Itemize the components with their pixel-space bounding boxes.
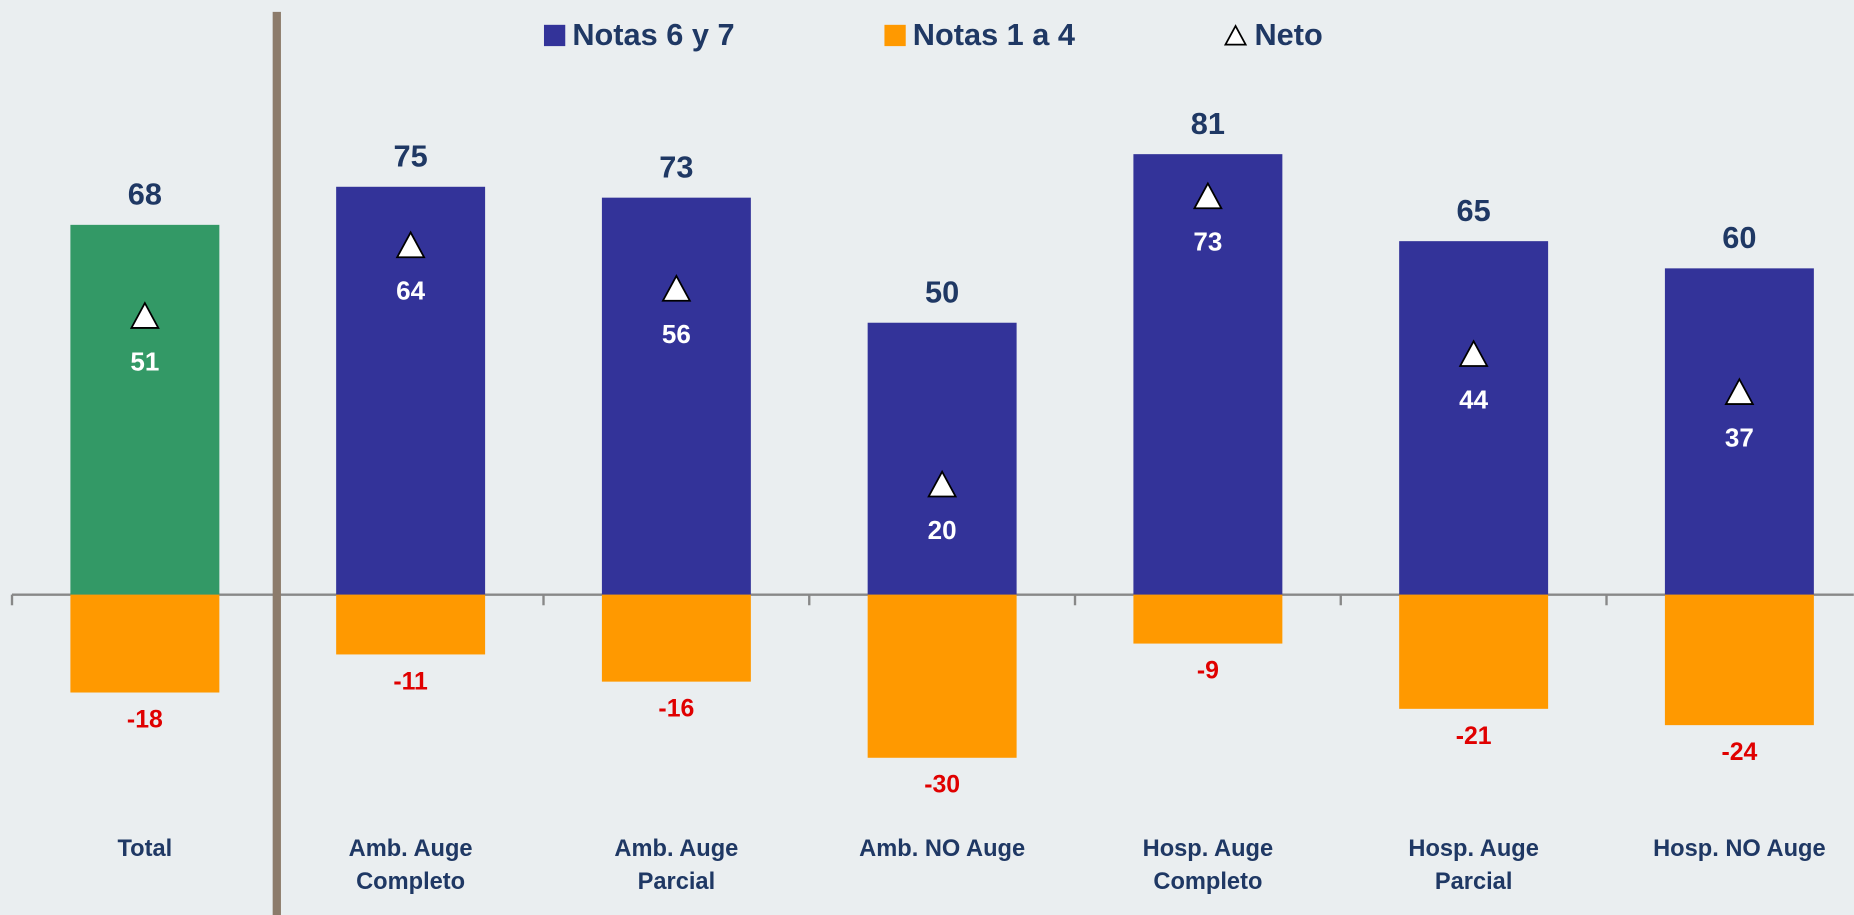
neto-label: 73 [1193,227,1222,257]
x-label-box: Hosp. Auge Parcial [1408,835,1539,895]
neto-label: 56 [662,319,691,349]
legend-swatch [543,24,566,47]
bar-label: -16 [658,696,694,723]
bar-positive [867,322,1017,595]
bar-negative [1399,594,1549,709]
neto-label: 37 [1725,422,1754,452]
bar-label: -21 [1456,723,1492,750]
bar-label: 73 [659,149,693,184]
legend-label: Neto [1254,17,1322,52]
bar-negative [1664,594,1814,726]
neto-marker [395,230,426,259]
bar-label: -9 [1197,658,1219,685]
neto-marker [927,469,958,498]
bar-label: 65 [1457,193,1491,228]
bar-label: 75 [394,139,428,174]
bar-label: -11 [393,668,428,695]
legend-marker [1223,24,1248,46]
bar-label: 60 [1722,220,1756,255]
x-label-box: Amb. Auge Parcial [614,835,739,895]
bar-negative [867,594,1017,758]
bar-label: -18 [127,706,163,733]
legend-label: Notas 6 y 7 [572,17,734,52]
neto-label: 64 [396,276,425,306]
neto-marker [1458,339,1489,367]
neto-marker [1724,377,1755,405]
bar-label: -30 [924,772,960,799]
legend-label: Notas 1 a 4 [913,17,1075,52]
x-tick-label: Hosp. Auge Parcial [1408,835,1539,895]
x-tick-label: Hosp. Auge Completo [1142,835,1274,895]
bar-label: -24 [1721,739,1757,766]
bar-positive [1664,268,1814,595]
bar-label: 50 [925,274,959,309]
neto-marker [1192,181,1223,210]
x-tick-label: Hosp. NO Auge [1653,835,1826,862]
x-label-box: Total [117,835,173,862]
neto-marker [661,274,692,302]
neto-marker [129,301,160,329]
x-tick-label: Amb. Auge Completo [348,835,473,895]
bar-positive [70,224,220,595]
bar-label: 68 [128,177,162,212]
bar-positive [601,197,751,595]
bar-positive [1399,241,1549,595]
neto-label: 51 [130,346,159,376]
bar-negative [1133,594,1283,644]
bar-negative [336,594,486,655]
x-tick-label: Amb. Auge Parcial [614,835,739,895]
legend-swatch [884,24,906,47]
x-label-box: Amb. NO Auge [859,835,1026,862]
x-tick-label: Total [117,835,173,862]
x-label-box: Hosp. NO Auge [1653,835,1826,862]
bar-negative [601,594,751,682]
x-tick-label: Amb. NO Auge [859,835,1026,862]
bar-positive [1133,154,1283,595]
neto-label: 44 [1459,384,1488,414]
x-label-box: Amb. Auge Completo [348,835,473,895]
bar-negative [70,594,220,693]
neto-label: 20 [928,515,957,545]
x-label-box: Hosp. Auge Completo [1142,835,1274,895]
bar-label: 81 [1191,106,1225,141]
